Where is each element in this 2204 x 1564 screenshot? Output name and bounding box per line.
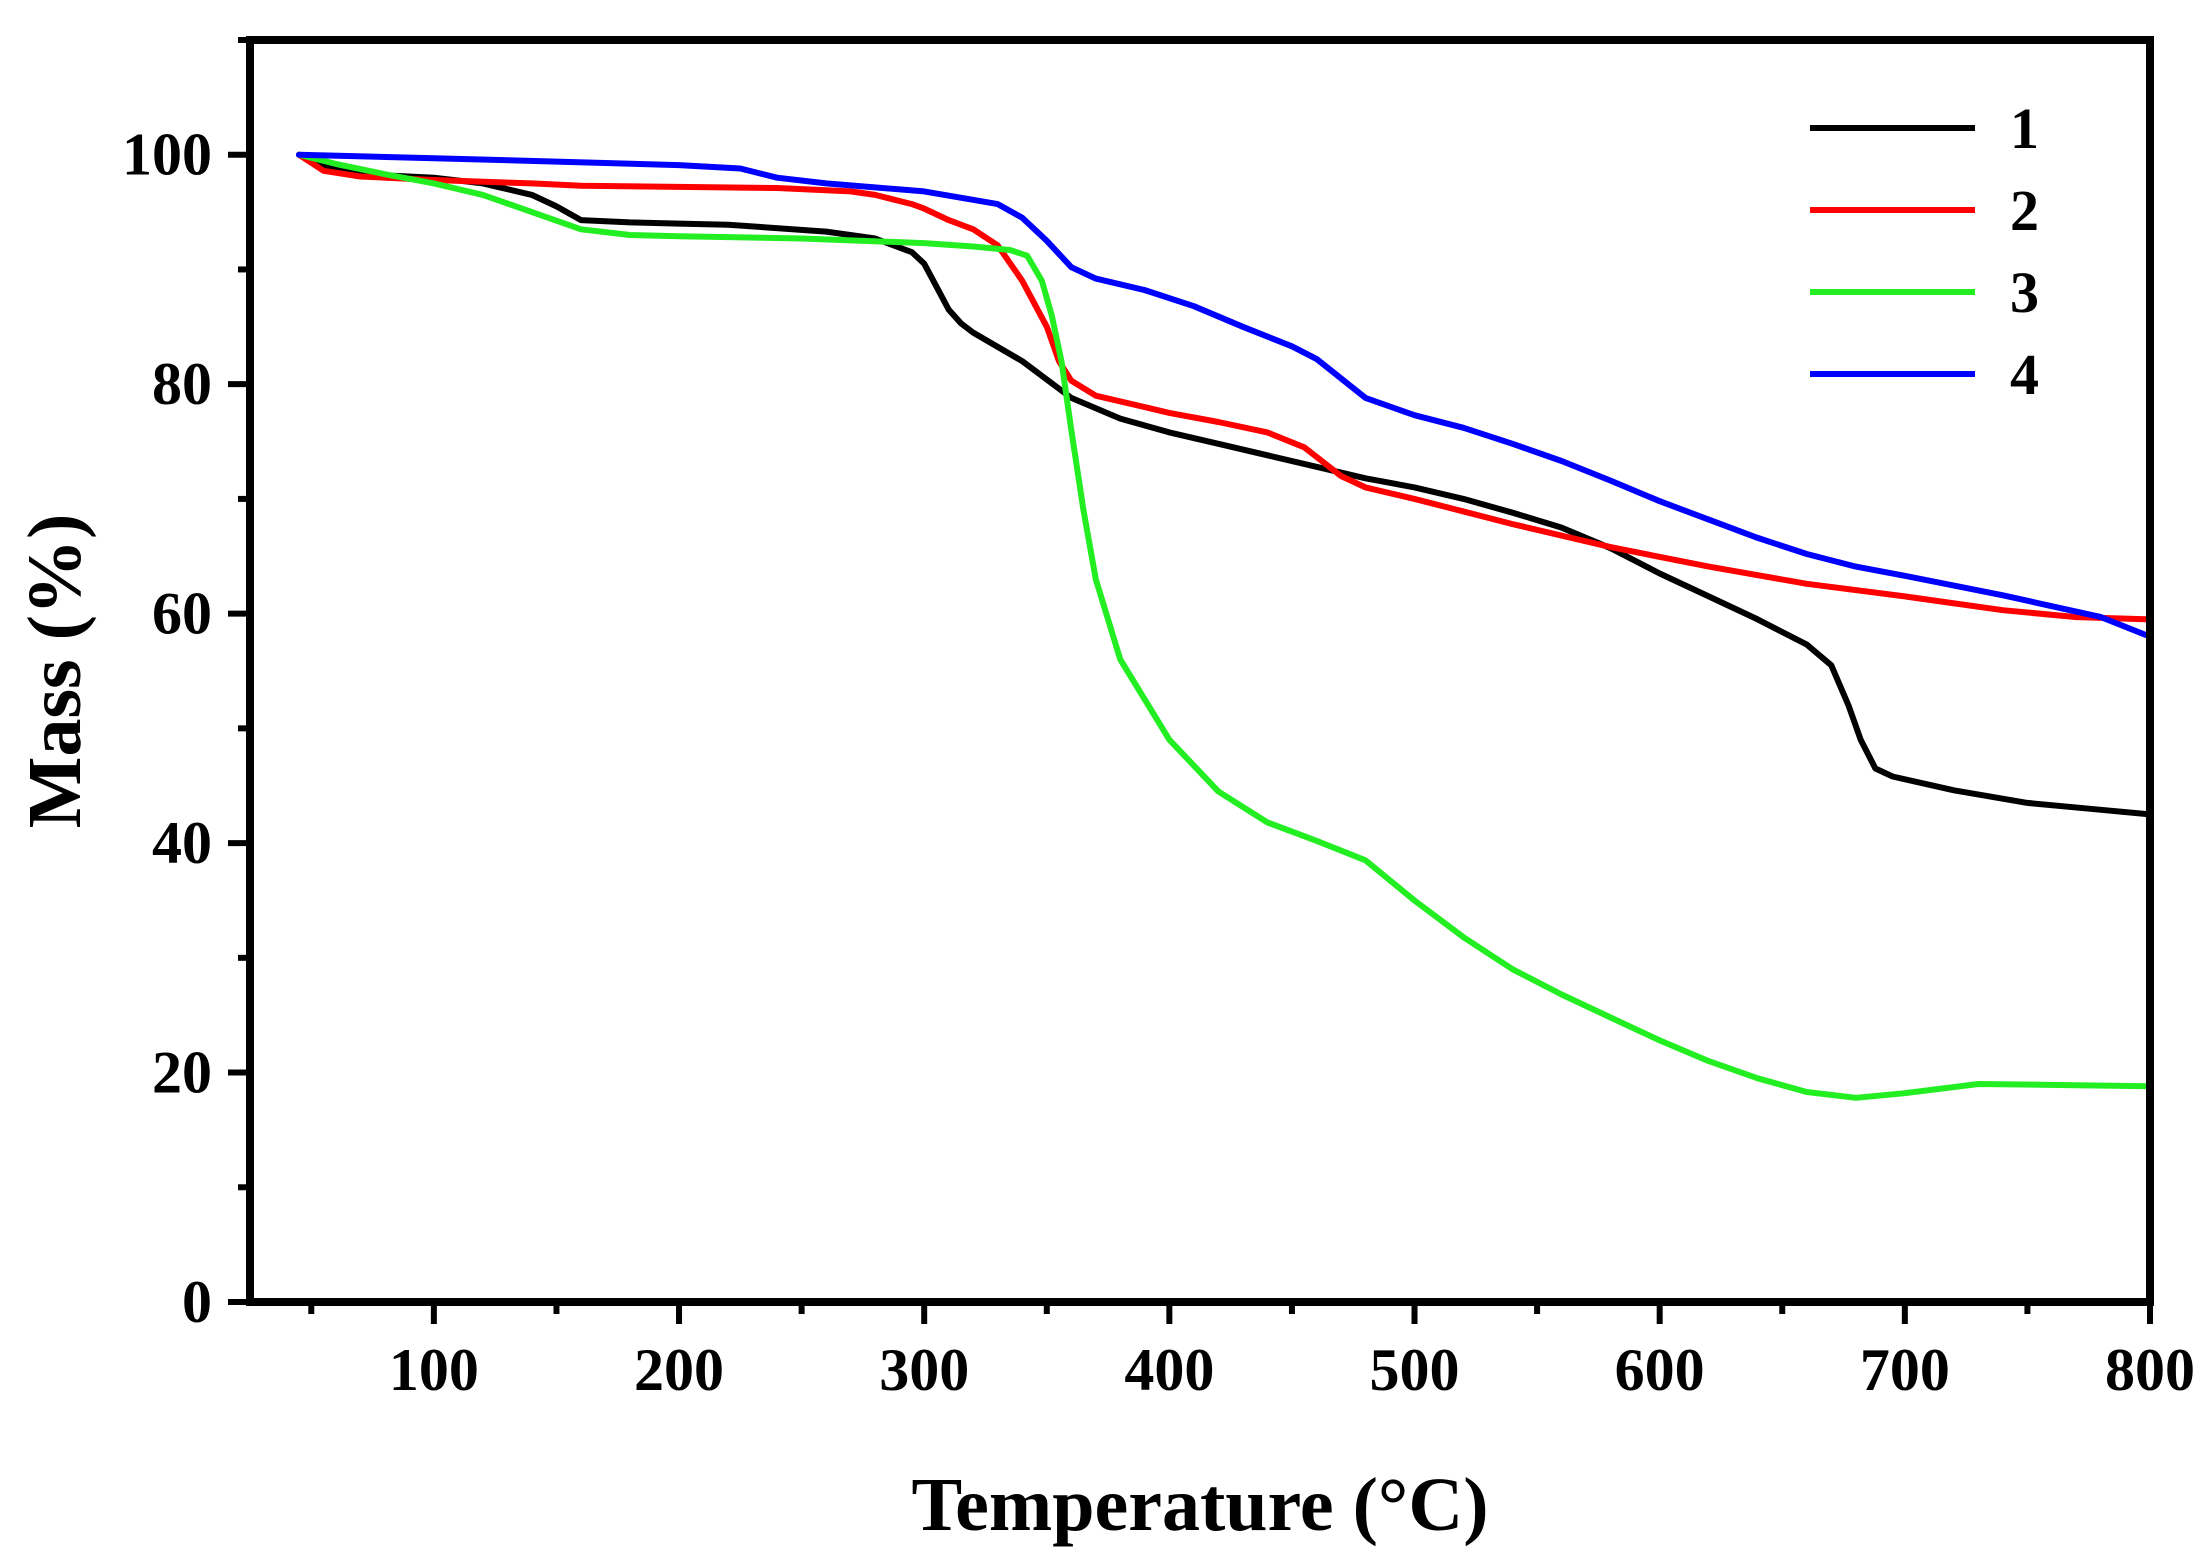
y-tick-label: 100	[122, 122, 212, 188]
tick-labels: 100 200 300 400 500 600 700 800 0 20 40 60 80 100	[122, 122, 2195, 1403]
x-tick-label: 100	[389, 1337, 479, 1403]
x-tick-label: 300	[879, 1337, 969, 1403]
x-tick-label: 400	[1124, 1337, 1214, 1403]
y-axis-title: Mass (%)	[13, 514, 97, 829]
x-tick-label: 200	[634, 1337, 724, 1403]
plot-frame	[246, 36, 2154, 1306]
x-tick-label: 700	[1860, 1337, 1950, 1403]
x-tick-label: 500	[1370, 1337, 1460, 1403]
x-axis-title: Temperature (°C)	[911, 1463, 1488, 1547]
y-tick-label: 80	[152, 351, 212, 417]
series-line-4	[296, 151, 2153, 640]
series-line-2	[296, 151, 2153, 623]
plot-series	[296, 151, 2153, 1101]
y-tick-label: 60	[152, 581, 212, 647]
legend-label-4: 4	[2010, 342, 2039, 407]
series-line-3	[296, 151, 2153, 1101]
legend-label-3: 3	[2010, 260, 2039, 325]
legend-label-2: 2	[2010, 178, 2039, 243]
series-line-1	[296, 151, 2153, 818]
legend-label-1: 1	[2010, 96, 2039, 161]
y-tick-label: 20	[152, 1040, 212, 1106]
x-tick-label: 600	[1615, 1337, 1705, 1403]
y-tick-label: 40	[152, 810, 212, 876]
y-tick-label: 0	[182, 1269, 212, 1335]
axis-ticks	[228, 37, 2153, 1324]
x-tick-label: 800	[2105, 1337, 2195, 1403]
legend: 1 2 3 4	[1810, 96, 2039, 407]
